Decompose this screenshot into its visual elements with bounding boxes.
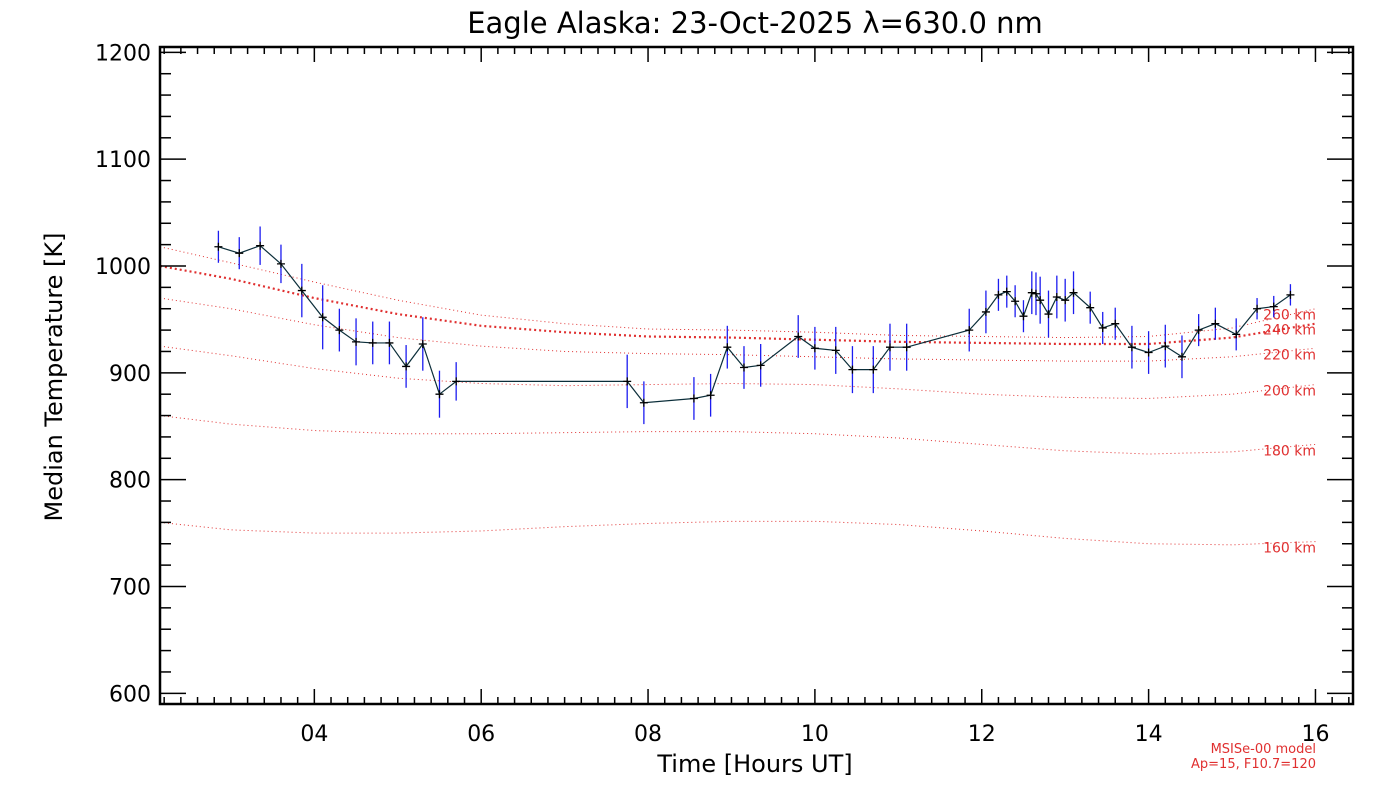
model-curve-label: 160 km [1263,541,1316,557]
y-tick-label: 700 [109,575,151,600]
data-point [1098,323,1107,332]
data-point [1027,288,1036,297]
data-point [810,344,819,353]
y-tick-label: 600 [109,682,151,707]
model-curve [159,345,1316,399]
measured-series [214,226,1295,425]
y-tick-label: 1100 [95,148,151,173]
chart-title: Eagle Alaska: 23-Oct-2025 λ=630.0 nm [467,6,1043,40]
data-point [402,362,411,371]
data-point [885,343,894,352]
data-point [1011,297,1020,306]
data-point [1111,319,1120,328]
data-point [1031,289,1040,298]
data-point [1211,319,1220,328]
model-curve [159,415,1316,455]
data-point [335,326,344,335]
data-point [794,332,803,341]
x-tick-label: 16 [1301,722,1329,747]
model-curve [159,520,1316,546]
model-note: MSISe-00 model [1211,742,1316,757]
y-tick-label: 800 [109,469,151,494]
model-curve-label: 200 km [1263,384,1316,400]
y-axis-label: Median Temperature [K] [40,232,68,521]
data-point [848,365,857,374]
x-axis-label: Time [Hours UT] [656,750,852,778]
model-curve-label: 220 km [1263,347,1316,363]
data-point [756,361,765,370]
model-curve [159,264,1316,346]
data-point [981,307,990,316]
x-tick-label: 08 [634,722,662,747]
data-point [1269,302,1278,311]
model-params-note: Ap=15, F10.7=120 [1191,757,1316,772]
data-point [689,394,698,403]
data-point [623,377,632,386]
data-point [256,241,265,250]
data-point [739,363,748,372]
x-tick-label: 14 [1135,722,1163,747]
model-curve [159,246,1316,339]
x-tick-label: 04 [300,722,328,747]
data-point [1019,312,1028,321]
data-point [1086,303,1095,312]
plot-frame [158,45,1355,706]
data-point [994,290,1003,299]
model-curve-label: 260 km [1263,308,1316,324]
x-tick-label: 10 [801,722,829,747]
data-point [1253,304,1262,313]
data-point [318,313,327,322]
data-point [1044,310,1053,319]
data-point [1161,342,1170,351]
data-point [1069,288,1078,297]
data-point [706,391,715,400]
data-point [435,390,444,399]
data-point [276,259,285,268]
plot-axes: 04 06 08 10 12 14 16 600 700 800 900 1000 1100 1200 [95,41,1355,747]
data-point [1144,348,1153,357]
data-point [368,338,377,347]
data-point [214,242,223,251]
data-point [418,339,427,348]
measured-line [218,245,1291,404]
data-point [297,286,306,295]
data-point [235,249,244,258]
data-point [1232,330,1241,339]
x-tick-label: 06 [467,722,495,747]
y-tick-label: 1000 [95,255,151,280]
data-point [1194,326,1203,335]
data-point [831,346,840,355]
data-point [1036,296,1045,305]
data-point [385,338,394,347]
data-point [1177,352,1186,361]
y-tick-label: 900 [109,362,151,387]
data-point [1286,290,1295,299]
x-tick-label: 12 [968,722,996,747]
model-curve-label: 240 km [1263,323,1316,339]
model-curve [159,297,1316,362]
data-point [1002,287,1011,296]
data-point [352,337,361,346]
data-point [1061,296,1070,305]
data-point [639,398,648,407]
model-curve-label: 180 km [1263,443,1316,459]
data-point [965,326,974,335]
data-point [869,365,878,374]
data-point [1127,343,1136,352]
data-point [1052,292,1061,301]
data-point [902,343,911,352]
y-tick-label: 1200 [95,41,151,66]
data-point [452,377,461,386]
data-point [723,343,732,352]
